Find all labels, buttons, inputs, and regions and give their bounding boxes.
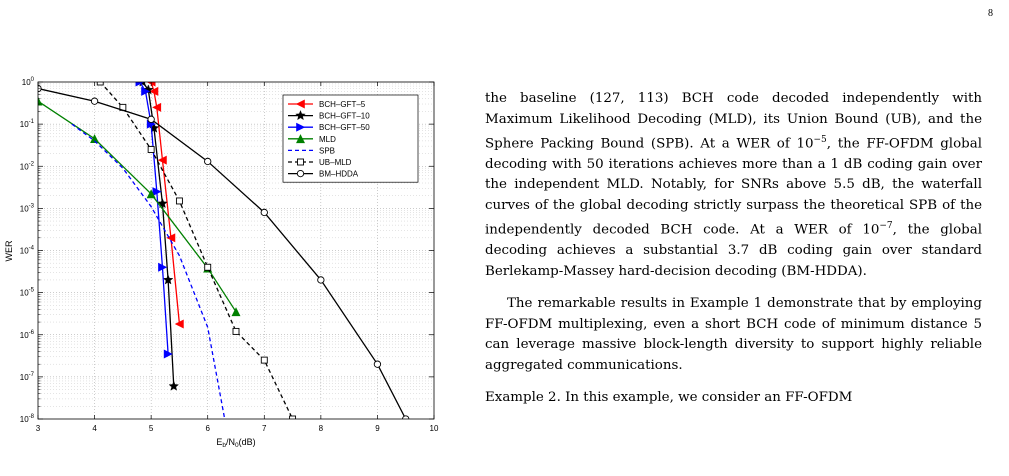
marker-triangle-left <box>149 86 159 96</box>
x-tick-label: 4 <box>92 424 97 433</box>
marker-square <box>175 197 183 205</box>
x-axis-label: Eb/N0(dB) <box>216 437 255 449</box>
marker-circle <box>373 360 382 368</box>
marker-triangle-left <box>157 155 167 165</box>
y-tick-label: 10-1 <box>20 119 35 129</box>
marker-square <box>147 146 155 153</box>
wer-chart: 3 4 5 6 7 8 9 10 100 10-1 10-2 10-3 10-4 10-5 10-6 10-7… <box>4 77 439 449</box>
legend-label: UB–MLD <box>319 158 352 167</box>
y-tick-label: 10-6 <box>20 330 35 340</box>
marker-circle <box>90 97 99 105</box>
legend-label: BM–HDDA <box>319 170 359 179</box>
marker-circle <box>296 169 305 178</box>
legend-label: BCH–GFT–10 <box>319 112 370 121</box>
marker-circle <box>147 115 155 123</box>
series-bm-hdda <box>38 84 410 419</box>
y-axis-label: WER <box>4 240 14 261</box>
legend-label: BCH–GFT–5 <box>319 100 366 109</box>
series-bch-gft-50 <box>135 82 173 359</box>
marker-triangle-up <box>90 134 100 144</box>
legend-item: MLD <box>288 134 336 144</box>
paragraph-1: the baseline (127, 113) BCH code decoded… <box>485 91 982 279</box>
x-axis-label-sub1: b <box>222 442 226 449</box>
page-number: 8 <box>988 8 993 19</box>
y-tick-label: 10-2 <box>20 161 35 171</box>
marker-circle <box>317 276 325 284</box>
legend-label: MLD <box>319 135 336 144</box>
y-tick-label: 10-3 <box>20 203 35 213</box>
legend-item: BCH–GFT–50 <box>288 122 370 132</box>
x-axis-label-unit: (dB) <box>239 437 256 447</box>
marker-triangle-left <box>174 319 184 329</box>
x-tick-label: 3 <box>36 424 41 433</box>
series-line <box>38 87 407 419</box>
marker-circle <box>260 208 268 217</box>
marker-star <box>295 110 306 121</box>
x-tick-label: 10 <box>430 424 439 433</box>
legend-item: UB–MLD <box>288 158 352 167</box>
legend: BCH–GFT–5 BCH–GFT–10 BCH–GFT–50 MLD SPB UB–ML… <box>282 94 419 183</box>
grid <box>38 82 434 419</box>
y-tick-label: 10-7 <box>20 372 35 382</box>
series-spb <box>71 123 226 419</box>
marker-triangle-up <box>38 96 43 106</box>
marker-triangle-right <box>158 262 168 272</box>
y-tick-label: 10-8 <box>20 414 35 424</box>
body-text: the baseline (127, 113) BCH code decoded… <box>485 89 982 421</box>
y-tick-label: 10-5 <box>20 288 35 298</box>
x-axis-label-sub2: 0 <box>235 442 239 449</box>
marker-triangle-right <box>135 82 145 87</box>
y-tick-label: 10-4 <box>20 246 35 256</box>
series-line <box>71 123 226 419</box>
marker-triangle-right <box>296 122 306 132</box>
y-tick-label: 100 <box>22 77 35 87</box>
legend-item: SPB <box>288 146 335 155</box>
x-tick-label: 8 <box>319 424 324 433</box>
series-ub-mld <box>96 82 297 419</box>
marker-triangle-right <box>163 349 173 359</box>
x-axis-label-main: E <box>216 437 222 447</box>
series-layer <box>38 82 410 419</box>
x-tick-label: 6 <box>205 424 210 433</box>
marker-circle <box>204 157 212 166</box>
legend-label: BCH–GFT–50 <box>319 123 370 132</box>
marker-triangle-right <box>141 86 151 96</box>
marker-square <box>289 415 297 419</box>
legend-item: BCH–GFT–5 <box>288 99 366 109</box>
paragraph-3: Example 2. In this example, we consider … <box>485 390 853 406</box>
marker-star <box>168 380 180 391</box>
series-line <box>99 82 294 419</box>
x-tick-label: 5 <box>149 424 154 433</box>
legend-item: BCH–GFT–10 <box>288 110 370 121</box>
marker-star <box>157 198 168 209</box>
marker-square <box>297 158 304 166</box>
marker-triangle-right <box>152 187 162 197</box>
series-bch-gft-10 <box>139 82 180 391</box>
marker-square <box>260 356 268 364</box>
ticks: 3 4 5 6 7 8 9 10 100 10-1 10-2 10-3 10-4 10-5 10-6 10-7… <box>20 77 439 433</box>
marker-square <box>232 327 240 335</box>
marker-triangle-up <box>146 189 156 199</box>
marker-triangle-up <box>296 134 305 144</box>
marker-star <box>162 274 174 285</box>
x-axis-label-mid: /N <box>226 437 235 447</box>
legend-label: SPB <box>319 146 335 155</box>
marker-triangle-left <box>152 102 162 112</box>
x-tick-label: 7 <box>262 424 267 433</box>
x-tick-label: 9 <box>375 424 380 433</box>
marker-square <box>96 82 104 86</box>
marker-triangle-left <box>295 99 305 109</box>
series-bch-gft-5 <box>146 82 184 329</box>
marker-triangle-up <box>231 307 241 317</box>
marker-square <box>204 263 212 271</box>
legend-item: BM–HDDA <box>288 170 359 179</box>
paragraph-2: The remarkable results in Example 1 demo… <box>485 296 982 373</box>
marker-triangle-left <box>166 233 176 243</box>
